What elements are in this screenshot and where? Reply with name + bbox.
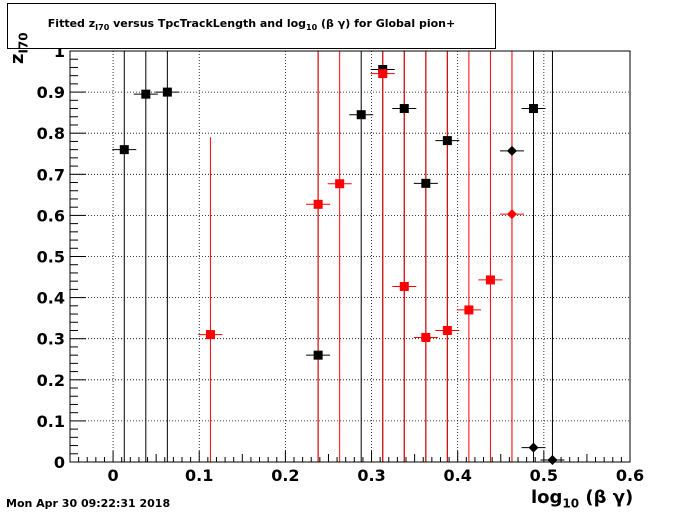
data-point-square [313,350,323,360]
y-axis-title: zI70 [7,32,31,64]
data-point-square [356,110,366,120]
y-tick-label: 0.2 [37,371,65,390]
data-point-square [485,275,495,285]
data-point-square [162,87,172,97]
y-tick-label: 0.9 [37,83,65,102]
data-point-square [205,330,215,340]
x-tick-label: 0.4 [444,466,472,485]
data-point-square [335,179,345,189]
title-box: Fitted zI70 versus TpcTrackLength and lo… [7,3,496,49]
y-tick-label: 0.3 [37,330,65,349]
data-point-diamond [528,442,539,453]
data-point-square [421,332,431,342]
error-bars [112,51,565,462]
chart-title: Fitted zI70 versus TpcTrackLength and lo… [47,17,456,33]
data-point-square [421,178,431,188]
x-tick-label: 0.3 [357,466,385,485]
y-tick-label: 0.5 [37,248,65,267]
data-point-square [529,104,539,114]
x-axis-title: log10 (β γ) [531,487,634,511]
x-tick-label: 0.1 [185,466,213,485]
data-point-square [442,325,452,335]
data-point-square [399,104,409,114]
axis-ticks [70,50,631,463]
y-tick-label: 0.7 [37,165,65,184]
x-tick-label: 0.2 [271,466,299,485]
grid-lines [70,50,631,463]
y-tick-label: 0.4 [37,289,65,308]
x-tick-label: 0 [108,466,119,485]
data-markers [119,64,558,465]
data-point-square [442,136,452,146]
y-tick-label: 1 [54,42,65,61]
tick-labels: 0 0.1 0.2 0.3 0.4 0.5 0.6 0 0.1 0.2 0.3 0.4 0.5 0.6 0.… [37,42,645,485]
data-point-square [399,282,409,292]
data-point-diamond [506,209,517,220]
data-point-square [464,305,474,315]
y-tick-label: 0.6 [37,206,65,225]
y-tick-label: 0.8 [37,124,65,143]
x-tick-label: 0.6 [616,466,644,485]
data-point-square [313,199,323,209]
data-point-square [378,69,388,79]
data-point-square [141,89,151,99]
data-point-square [119,145,129,155]
y-tick-label: 0 [54,453,65,472]
y-tick-label: 0.1 [37,412,65,431]
data-point-diamond [506,145,517,156]
timestamp: Mon Apr 30 09:22:31 2018 [6,497,171,510]
x-tick-label: 0.5 [530,466,558,485]
